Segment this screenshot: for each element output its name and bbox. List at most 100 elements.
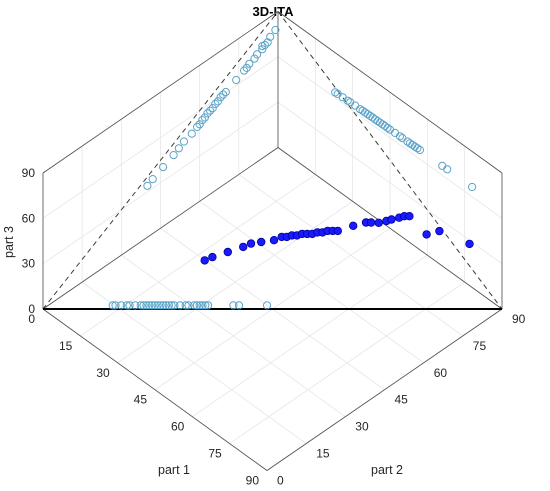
projection-point	[181, 301, 190, 310]
projection-point	[179, 137, 189, 146]
projection-point	[245, 59, 254, 68]
reference-lines	[42, 11, 503, 310]
projection-point	[108, 301, 117, 310]
projection-point	[111, 301, 120, 310]
projection-point	[169, 151, 178, 160]
projection-point	[258, 42, 267, 51]
projection-point	[443, 165, 452, 174]
x-tick-label: 75	[208, 447, 222, 461]
projection-point	[170, 301, 179, 310]
x-tick-label: 15	[59, 339, 73, 353]
projection-point	[193, 122, 202, 132]
projection-point	[184, 301, 193, 310]
y-tick-label: 0	[277, 474, 284, 488]
data-point	[405, 211, 414, 221]
data-point	[422, 230, 431, 239]
y-tick-label: 45	[395, 393, 409, 407]
projection-point	[156, 301, 165, 310]
projection-point	[195, 301, 204, 310]
grid-line-back-z	[277, 101, 503, 264]
projection-point	[117, 301, 126, 310]
projection-point	[203, 109, 212, 118]
projection-point	[343, 96, 352, 105]
projection-point	[383, 123, 392, 132]
projection-point	[187, 129, 196, 138]
projection-point	[211, 99, 220, 109]
y-tick-label: 90	[512, 312, 526, 326]
projection-point	[380, 121, 390, 131]
projection-point	[161, 301, 171, 310]
y-tick-label: 75	[473, 339, 487, 353]
projection-point	[240, 66, 249, 75]
axis-box-edge	[277, 11, 503, 174]
data-point	[374, 218, 383, 227]
data-point	[435, 226, 444, 236]
projection-point	[159, 301, 168, 310]
x-tick-label: 90	[246, 474, 260, 488]
x-tick-label: 60	[171, 420, 185, 434]
projection-point	[122, 301, 131, 310]
projection-point	[195, 120, 204, 129]
projection-point	[363, 110, 372, 119]
projection-point	[125, 301, 134, 310]
projection-point	[150, 301, 159, 310]
axis-box-edge	[277, 147, 503, 310]
data-points	[200, 211, 474, 265]
projection-point	[136, 301, 145, 310]
projection-point	[242, 63, 251, 73]
projection-point	[206, 106, 215, 115]
projection-point	[204, 301, 213, 310]
projection-point	[145, 301, 154, 310]
data-point	[208, 252, 217, 262]
projection-point	[395, 132, 405, 141]
projection-point	[366, 111, 375, 121]
projection-point	[262, 301, 272, 310]
data-point	[200, 256, 209, 265]
projection-point	[198, 116, 207, 125]
data-point	[465, 239, 474, 249]
projection-point	[213, 97, 222, 106]
projection-point	[258, 45, 267, 54]
projection-point	[368, 113, 377, 122]
x-tick-label: 30	[96, 366, 110, 380]
z-tick-label: 60	[22, 211, 36, 225]
projection-point	[338, 93, 347, 102]
data-point	[238, 242, 248, 252]
projection-point	[192, 301, 201, 310]
projection-point	[208, 104, 217, 113]
projection-point	[398, 134, 407, 143]
projection-point	[438, 161, 447, 170]
projection-point	[167, 301, 176, 310]
data-point	[246, 239, 256, 248]
projection-point	[410, 142, 419, 151]
projection-point	[232, 75, 241, 85]
projection-point	[468, 182, 477, 192]
axis-box-edge	[42, 308, 268, 471]
projection-point	[271, 25, 280, 35]
projection-point	[131, 301, 140, 310]
projection-point	[390, 128, 400, 137]
y-tick-label: 60	[434, 366, 448, 380]
projection-point	[153, 301, 162, 310]
grid-line-side-z	[42, 101, 279, 264]
projection-point	[139, 301, 148, 310]
data-point	[269, 235, 279, 245]
projection-point	[250, 54, 259, 63]
projection-point	[176, 301, 185, 310]
z-tick-label: 30	[22, 257, 36, 271]
tick-labels: 0 15 30 45 60 75 90 0 15 30 45 60 75 90 0 30 60 90	[22, 166, 526, 488]
projection-point	[266, 32, 275, 41]
projection-point	[143, 181, 152, 190]
grid-line-floor-y	[238, 174, 464, 337]
dashed-diagonal	[42, 11, 279, 310]
projection-point	[403, 137, 412, 146]
axis-box-edge	[42, 11, 279, 174]
projection-point	[415, 145, 424, 155]
data-point	[387, 215, 396, 224]
axis-box-edge	[42, 147, 279, 310]
projection-point	[221, 87, 230, 97]
data-point	[223, 247, 232, 257]
projection-point	[408, 140, 417, 149]
y-tick-label: 30	[355, 420, 369, 434]
